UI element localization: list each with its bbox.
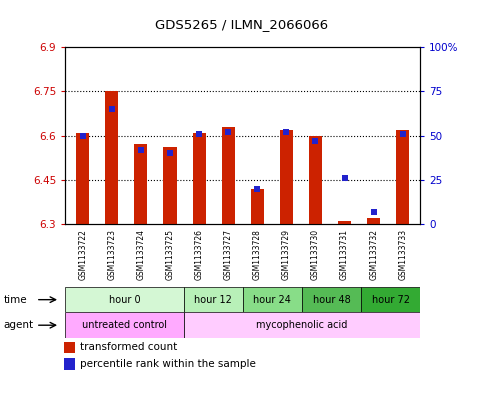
Text: GSM1133733: GSM1133733 xyxy=(398,229,407,280)
Text: GSM1133728: GSM1133728 xyxy=(253,229,262,280)
Bar xyxy=(163,147,176,224)
Text: GSM1133724: GSM1133724 xyxy=(136,229,145,280)
Bar xyxy=(309,136,322,224)
Bar xyxy=(184,287,242,312)
Text: GSM1133729: GSM1133729 xyxy=(282,229,291,280)
Bar xyxy=(184,312,420,338)
Text: hour 48: hour 48 xyxy=(313,295,350,305)
Bar xyxy=(65,287,184,312)
Text: GSM1133723: GSM1133723 xyxy=(107,229,116,280)
Bar xyxy=(361,287,420,312)
Text: mycophenolic acid: mycophenolic acid xyxy=(256,320,348,330)
Bar xyxy=(105,92,118,224)
Text: GDS5265 / ILMN_2066066: GDS5265 / ILMN_2066066 xyxy=(155,18,328,31)
Text: time: time xyxy=(3,295,27,305)
Text: GSM1133732: GSM1133732 xyxy=(369,229,378,280)
Text: GSM1133727: GSM1133727 xyxy=(224,229,233,280)
Text: untreated control: untreated control xyxy=(82,320,167,330)
Bar xyxy=(193,133,206,224)
Bar xyxy=(65,312,184,338)
Bar xyxy=(222,127,235,224)
Text: GSM1133731: GSM1133731 xyxy=(340,229,349,280)
Text: agent: agent xyxy=(3,320,33,330)
Bar xyxy=(280,130,293,224)
Bar xyxy=(251,189,264,224)
Text: hour 72: hour 72 xyxy=(371,295,410,305)
Text: GSM1133730: GSM1133730 xyxy=(311,229,320,280)
Bar xyxy=(367,218,380,224)
Bar xyxy=(338,221,351,224)
Text: GSM1133722: GSM1133722 xyxy=(78,229,87,280)
Text: hour 12: hour 12 xyxy=(194,295,232,305)
Text: hour 24: hour 24 xyxy=(254,295,291,305)
Bar xyxy=(64,358,75,370)
Bar xyxy=(134,145,147,224)
Bar xyxy=(302,287,361,312)
Text: percentile rank within the sample: percentile rank within the sample xyxy=(80,359,256,369)
Text: hour 0: hour 0 xyxy=(109,295,140,305)
Text: transformed count: transformed count xyxy=(80,342,177,352)
Bar xyxy=(396,130,409,224)
Text: GSM1133726: GSM1133726 xyxy=(195,229,203,280)
Bar xyxy=(76,133,89,224)
Text: GSM1133725: GSM1133725 xyxy=(166,229,174,280)
Bar xyxy=(64,342,75,353)
Bar xyxy=(242,287,302,312)
